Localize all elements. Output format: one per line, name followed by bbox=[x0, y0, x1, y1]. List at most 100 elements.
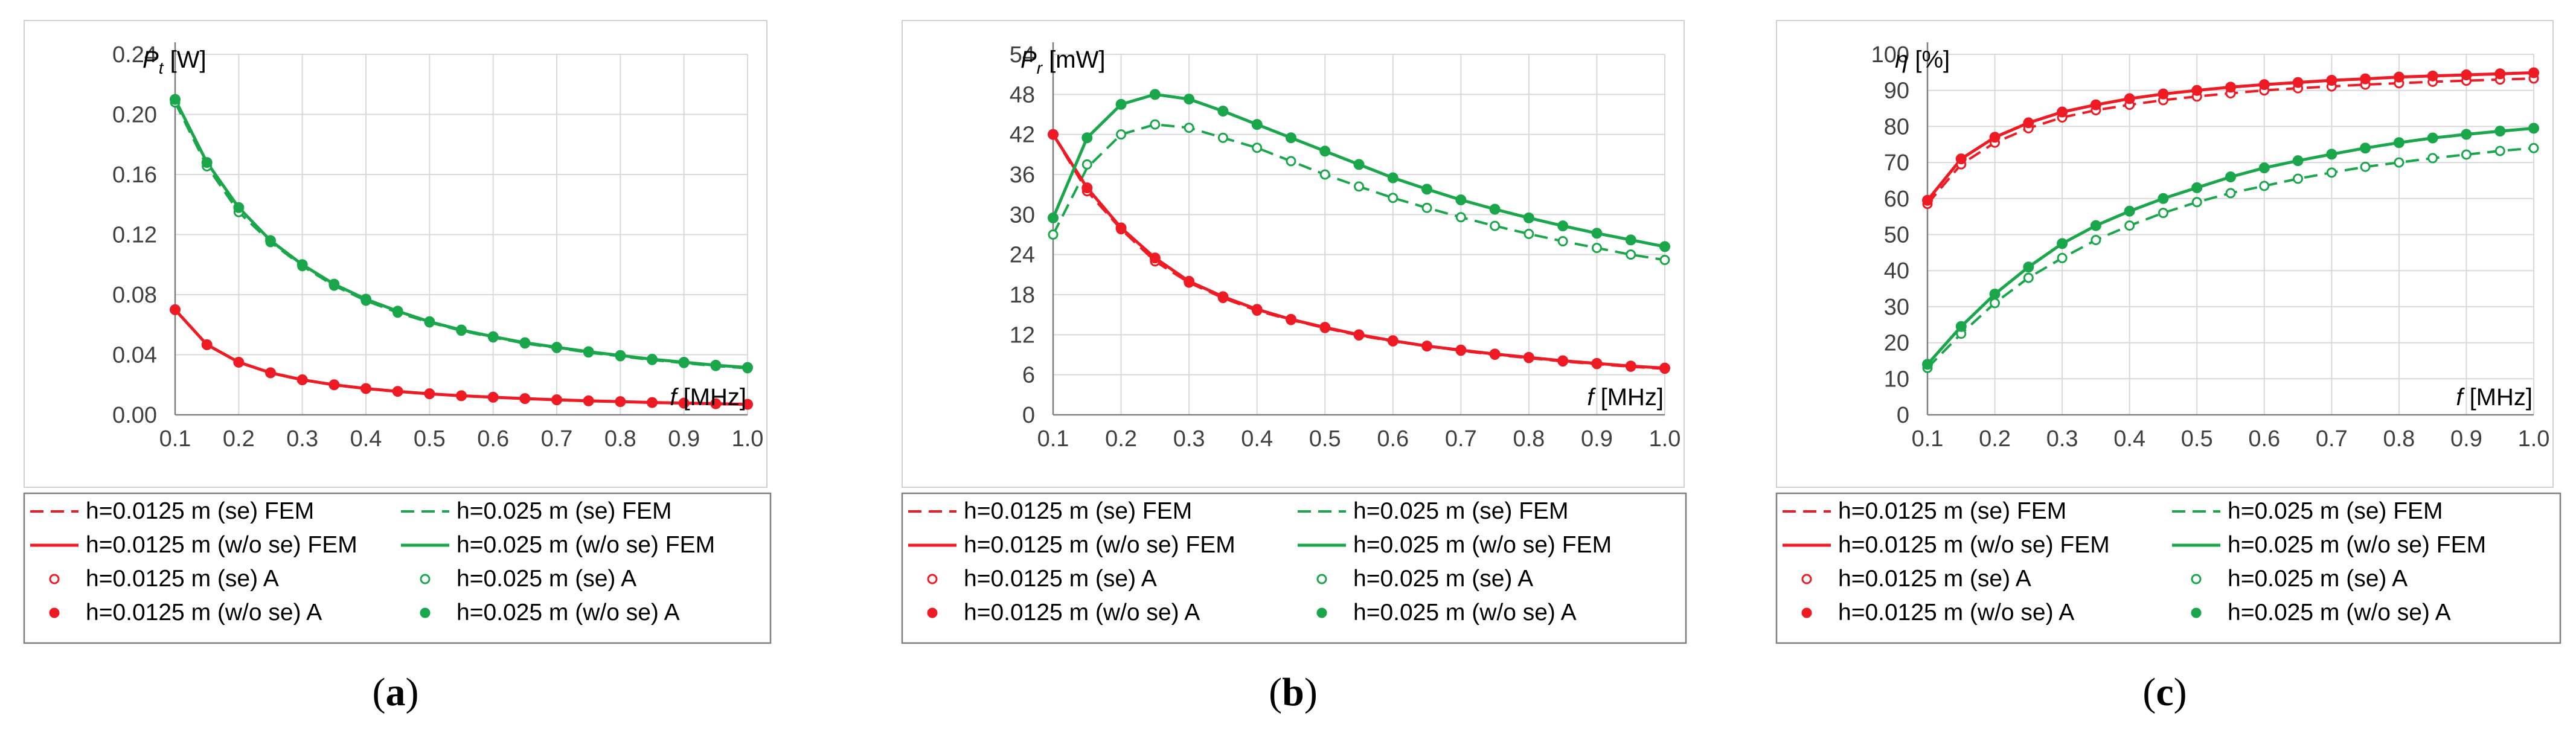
y-tick-label: 40 bbox=[1884, 258, 1909, 284]
data-point-red-filled bbox=[1149, 252, 1161, 264]
legend-entry-label: h=0.025 m (se) A bbox=[1353, 566, 1533, 592]
data-point-green-filled bbox=[2023, 261, 2034, 273]
data-point-green-filled bbox=[2528, 123, 2539, 134]
legend-swatch-filled-marker bbox=[1801, 607, 1812, 618]
x-tick-label: 1.0 bbox=[2518, 426, 2550, 452]
legend-entry-label: h=0.025 m (w/o se) A bbox=[2228, 600, 2451, 626]
legend-entry-label: h=0.025 m (w/o se) FEM bbox=[457, 532, 715, 558]
data-point-green-open bbox=[2528, 142, 2539, 153]
data-point-green-filled bbox=[1955, 321, 1967, 332]
data-point-red-filled bbox=[1591, 357, 1603, 369]
legend-swatch-open-marker bbox=[927, 574, 938, 584]
data-point-red-filled bbox=[456, 390, 467, 402]
data-point-green-filled bbox=[1184, 94, 1195, 105]
y-axis-label-unit: [%] bbox=[1908, 46, 1950, 73]
data-point-red-filled bbox=[265, 367, 276, 379]
data-point-green-open bbox=[2326, 167, 2337, 178]
data-point-red-filled bbox=[1115, 222, 1127, 234]
x-tick-label: 0.4 bbox=[1241, 426, 1273, 452]
data-point-red-filled bbox=[647, 397, 658, 408]
data-point-green-open bbox=[1150, 119, 1161, 130]
data-point-red-filled bbox=[328, 379, 340, 391]
panel-caption-open: ( bbox=[2142, 670, 2156, 714]
data-point-green-filled bbox=[615, 350, 626, 361]
y-tick-label: 36 bbox=[1010, 162, 1035, 188]
data-point-green-filled bbox=[2494, 126, 2506, 137]
data-point-green-open bbox=[1048, 229, 1059, 240]
data-point-green-filled bbox=[2057, 238, 2068, 249]
data-point-green-open bbox=[2360, 161, 2371, 172]
data-point-red-filled bbox=[1387, 335, 1399, 347]
data-point-green-open bbox=[2461, 149, 2472, 160]
y-tick-label: 0.16 bbox=[112, 162, 157, 188]
data-point-green-filled bbox=[170, 94, 181, 105]
legend-entry-label: h=0.0125 m (w/o se) FEM bbox=[86, 532, 357, 558]
data-point-red-filled bbox=[424, 388, 435, 400]
panel-caption: (a) bbox=[373, 670, 419, 714]
x-tick-label: 0.9 bbox=[2450, 426, 2482, 452]
y-tick-label: 50 bbox=[1884, 223, 1909, 248]
y-tick-label: 0 bbox=[1022, 403, 1035, 428]
data-point-red-filled bbox=[1523, 351, 1534, 363]
data-point-green-filled bbox=[551, 342, 562, 353]
data-point-red-filled bbox=[2461, 69, 2472, 81]
panel-caption-letter: c bbox=[2156, 670, 2173, 714]
data-point-red-filled bbox=[1217, 291, 1229, 303]
data-point-red-filled bbox=[201, 339, 213, 350]
data-point-red-filled bbox=[1489, 348, 1501, 360]
data-point-green-open bbox=[1490, 220, 1501, 231]
data-point-red-filled bbox=[551, 394, 562, 406]
panel-caption: (c) bbox=[2142, 670, 2187, 714]
data-point-green-filled bbox=[1989, 289, 2001, 300]
y-tick-label: 0.08 bbox=[112, 283, 157, 308]
y-tick-label: 30 bbox=[1010, 202, 1035, 228]
data-point-green-filled bbox=[2258, 162, 2270, 174]
panel-caption-letter: b bbox=[1282, 670, 1304, 714]
data-point-green-open bbox=[1626, 249, 1636, 260]
data-point-green-filled bbox=[456, 324, 467, 336]
data-point-green-filled bbox=[1455, 194, 1467, 206]
x-tick-label: 0.1 bbox=[1037, 426, 1069, 452]
legend-entry-label: h=0.0125 m (se) FEM bbox=[1838, 498, 2066, 524]
legend-entry-label: h=0.0125 m (se) FEM bbox=[964, 498, 1192, 524]
legend-entry-label: h=0.0125 m (se) A bbox=[86, 566, 279, 592]
data-point-red-filled bbox=[1285, 313, 1296, 325]
x-tick-label: 0.8 bbox=[604, 426, 636, 452]
data-point-green-filled bbox=[2191, 182, 2203, 193]
y-tick-label: 70 bbox=[1884, 150, 1909, 176]
data-point-green-open bbox=[2225, 188, 2236, 199]
x-tick-label: 0.7 bbox=[1445, 426, 1477, 452]
chart-panel-b: 0 6 12 18 24 30 36 42 48 54 0.1 0.2 0.3 0.4 0.5 0.6 0.7 0… bbox=[901, 20, 1687, 714]
data-point-green-filled bbox=[233, 202, 245, 213]
chart-frame bbox=[24, 20, 767, 488]
data-point-green-filled bbox=[583, 346, 594, 357]
data-point-green-filled bbox=[1922, 359, 1933, 370]
legend-swatch-open-marker bbox=[2191, 574, 2202, 584]
data-point-red-filled bbox=[487, 391, 499, 403]
data-point-green-filled bbox=[519, 337, 531, 348]
legend-frame bbox=[23, 492, 772, 644]
data-point-green-open bbox=[2124, 220, 2135, 231]
legend-swatch-filled-marker bbox=[420, 607, 431, 618]
x-tick-label: 0.2 bbox=[1979, 426, 2011, 452]
y-tick-label: 0.20 bbox=[112, 103, 157, 128]
y-tick-label: 100 bbox=[1871, 42, 1909, 68]
x-tick-label: 1.0 bbox=[1649, 426, 1681, 452]
data-point-green-filled bbox=[678, 356, 690, 368]
data-point-green-filled bbox=[2124, 205, 2135, 217]
y-tick-label: 0.24 bbox=[112, 42, 157, 68]
data-point-green-filled bbox=[2326, 149, 2337, 160]
data-point-red-filled bbox=[2057, 106, 2068, 118]
data-point-green-open bbox=[1184, 123, 1194, 133]
data-point-green-open bbox=[1523, 228, 1534, 239]
data-point-red-filled bbox=[1922, 194, 1933, 206]
data-point-green-filled bbox=[2292, 155, 2304, 167]
data-point-green-filled bbox=[1659, 241, 1670, 252]
y-tick-label: 54 bbox=[1010, 42, 1035, 68]
legend-entry-label: h=0.0125 m (w/o se) FEM bbox=[1838, 532, 2110, 558]
data-point-green-open bbox=[2023, 272, 2034, 283]
data-point-red-filled bbox=[2090, 99, 2101, 110]
legend-entry-label: h=0.025 m (w/o se) A bbox=[457, 600, 680, 626]
